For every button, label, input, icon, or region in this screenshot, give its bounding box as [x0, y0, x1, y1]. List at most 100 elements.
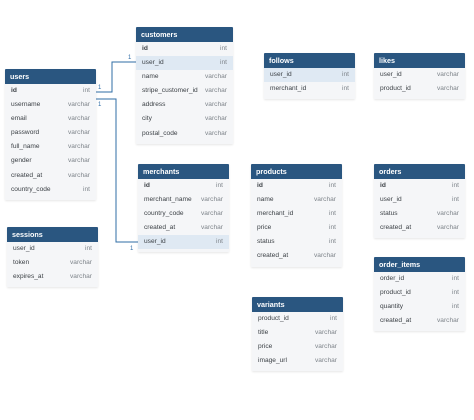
- column-name: email: [11, 115, 27, 123]
- table-header[interactable]: follows: [264, 53, 355, 68]
- column-row[interactable]: merchant_id int: [264, 82, 355, 96]
- table-header[interactable]: sessions: [7, 227, 98, 242]
- table-header[interactable]: customers: [136, 27, 233, 42]
- column-row[interactable]: price int: [251, 221, 342, 235]
- table-header[interactable]: users: [5, 69, 96, 84]
- column-name: id: [11, 87, 17, 94]
- column-row[interactable]: id int: [136, 42, 233, 56]
- column-type: varchar: [201, 224, 223, 232]
- column-row[interactable]: product_id varchar: [374, 82, 465, 96]
- relation-label-users-end: 1: [98, 85, 102, 91]
- relation-line-users-merchants: [96, 98, 138, 243]
- table-columns: product_id int title varchar price varchar …: [252, 312, 343, 371]
- column-name: created_at: [11, 171, 43, 179]
- column-type: varchar: [68, 171, 90, 179]
- column-row[interactable]: address varchar: [136, 98, 233, 112]
- column-type: varchar: [205, 73, 227, 81]
- column-type: int: [83, 185, 90, 193]
- column-row[interactable]: user_id int: [136, 56, 233, 71]
- column-type: varchar: [437, 85, 459, 93]
- table-sessions[interactable]: sessions user_id int token varchar expires…: [7, 227, 98, 288]
- column-row[interactable]: country_code int: [5, 183, 96, 197]
- column-row[interactable]: image_url varchar: [252, 354, 343, 368]
- column-row[interactable]: merchant_id int: [251, 207, 342, 221]
- column-row[interactable]: email varchar: [5, 112, 96, 126]
- column-type: int: [329, 224, 336, 232]
- column-row[interactable]: user_id int: [374, 193, 465, 207]
- table-header[interactable]: orders: [374, 164, 465, 179]
- column-row[interactable]: quantity int: [374, 300, 465, 314]
- column-row[interactable]: order_id int: [374, 272, 465, 286]
- column-name: merchant_id: [257, 210, 294, 218]
- column-row[interactable]: user_id int: [138, 235, 229, 250]
- column-row[interactable]: full_name varchar: [5, 140, 96, 154]
- column-row[interactable]: created_at varchar: [374, 221, 465, 235]
- table-header[interactable]: likes: [374, 53, 465, 68]
- column-row[interactable]: id int: [374, 179, 465, 193]
- column-name: product_id: [258, 315, 289, 322]
- table-orders[interactable]: orders id int user_id int status varchar cr…: [374, 164, 465, 239]
- column-row[interactable]: status varchar: [374, 207, 465, 221]
- column-type: varchar: [68, 101, 90, 109]
- table-header[interactable]: products: [251, 164, 342, 179]
- column-row[interactable]: postal_code varchar: [136, 127, 233, 141]
- column-name: address: [142, 101, 166, 109]
- column-row[interactable]: id int: [138, 179, 229, 193]
- column-row[interactable]: username varchar: [5, 98, 96, 112]
- column-row[interactable]: created_at varchar: [138, 221, 229, 235]
- column-row[interactable]: password varchar: [5, 126, 96, 140]
- column-row[interactable]: created_at varchar: [251, 249, 342, 263]
- table-follows[interactable]: follows user_id int merchant_id int: [264, 53, 355, 100]
- column-row[interactable]: user_id int: [264, 68, 355, 83]
- column-type: int: [83, 87, 90, 94]
- column-row[interactable]: product_id int: [252, 312, 343, 326]
- column-row[interactable]: name varchar: [136, 70, 233, 84]
- column-row[interactable]: merchant_name varchar: [138, 193, 229, 207]
- column-name: postal_code: [142, 129, 178, 137]
- column-name: stripe_customer_id: [142, 87, 198, 95]
- column-name: country_code: [144, 210, 184, 218]
- column-row[interactable]: expires_at varchar: [7, 270, 98, 284]
- column-row[interactable]: token varchar: [7, 256, 98, 270]
- table-customers[interactable]: customers id int user_id int name varchar s…: [136, 27, 233, 144]
- column-row[interactable]: user_id int: [7, 242, 98, 256]
- table-header[interactable]: variants: [252, 297, 343, 312]
- column-type: varchar: [70, 259, 92, 267]
- table-columns: id int merchant_name varchar country_code v…: [138, 179, 229, 252]
- column-type: int: [452, 289, 459, 297]
- table-users[interactable]: users id int username varchar email varchar…: [5, 69, 96, 200]
- column-row[interactable]: stripe_customer_id varchar: [136, 84, 233, 98]
- column-row[interactable]: country_code varchar: [138, 207, 229, 221]
- column-type: varchar: [205, 87, 227, 95]
- column-row[interactable]: created_at varchar: [5, 169, 96, 183]
- column-type: varchar: [314, 252, 336, 260]
- table-products[interactable]: products id int name varchar merchant_id in…: [251, 164, 342, 267]
- table-columns: user_id varchar product_id varchar: [374, 68, 465, 99]
- table-variants[interactable]: variants product_id int title varchar pric…: [252, 297, 343, 372]
- column-row[interactable]: product_id int: [374, 286, 465, 300]
- column-type: varchar: [70, 273, 92, 281]
- column-type: varchar: [201, 196, 223, 204]
- column-row[interactable]: id int: [251, 179, 342, 193]
- column-row[interactable]: price varchar: [252, 340, 343, 354]
- column-type: int: [220, 59, 227, 67]
- table-header[interactable]: order_items: [374, 257, 465, 272]
- column-row[interactable]: id int: [5, 84, 96, 98]
- column-type: varchar: [68, 157, 90, 165]
- table-merchants[interactable]: merchants id int merchant_name varchar cou…: [138, 164, 229, 253]
- column-row[interactable]: status int: [251, 235, 342, 249]
- column-row[interactable]: title varchar: [252, 326, 343, 340]
- column-name: user_id: [13, 245, 35, 252]
- table-columns: order_id int product_id int quantity int cr…: [374, 272, 465, 331]
- column-row[interactable]: user_id varchar: [374, 68, 465, 82]
- column-row[interactable]: created_at varchar: [374, 314, 465, 328]
- column-name: token: [13, 259, 30, 267]
- table-header[interactable]: merchants: [138, 164, 229, 179]
- column-row[interactable]: gender varchar: [5, 154, 96, 168]
- column-row[interactable]: name varchar: [251, 193, 342, 207]
- table-likes[interactable]: likes user_id varchar product_id varchar: [374, 53, 465, 100]
- column-row[interactable]: city varchar: [136, 112, 233, 126]
- table-order-items[interactable]: order_items order_id int product_id int qu…: [374, 257, 465, 332]
- column-type: varchar: [205, 101, 227, 109]
- column-name: user_id: [270, 71, 292, 78]
